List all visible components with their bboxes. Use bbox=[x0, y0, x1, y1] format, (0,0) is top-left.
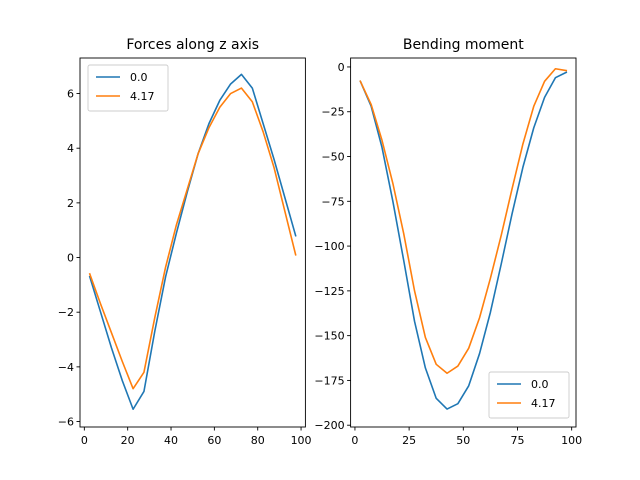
bending-y-tick-label: −125 bbox=[314, 285, 344, 298]
forces-series-line-1 bbox=[88, 87, 297, 390]
bending-x-tick-label: 25 bbox=[402, 434, 416, 447]
forces-panel: Forces along z axis 0 20 40 60 80 100 −6 −4 −2 0 2… bbox=[58, 37, 312, 447]
forces-y-tick-label: 2 bbox=[67, 197, 74, 210]
forces-x-tick-label: 20 bbox=[121, 434, 135, 447]
bending-legend-label: 0.0 bbox=[531, 378, 549, 391]
forces-legend-frame bbox=[87, 64, 169, 112]
forces-y-tick-label: 4 bbox=[67, 142, 74, 155]
forces-legend: 0.0 4.17 bbox=[87, 64, 169, 112]
bending-x-tick-label: 0 bbox=[351, 434, 358, 447]
bending-x-tick-label: 75 bbox=[510, 434, 524, 447]
bending-series-line-1 bbox=[359, 67, 568, 375]
bending-legend-frame bbox=[488, 371, 570, 419]
bending-y-tick-label: −50 bbox=[321, 151, 344, 164]
bending-y-tick-label: −200 bbox=[314, 419, 344, 432]
forces-x-tick-label: 0 bbox=[81, 434, 88, 447]
forces-y-tick-label: −6 bbox=[58, 416, 74, 429]
forces-y-tick-label: −4 bbox=[58, 361, 74, 374]
bending-y-tick-label: −75 bbox=[321, 195, 344, 208]
forces-axes-frame bbox=[79, 57, 306, 428]
forces-legend-label: 4.17 bbox=[130, 90, 155, 103]
bending-series-line-0 bbox=[359, 71, 568, 410]
bending-panel: Bending moment 0 25 50 75 100 0 −25 −50 −75 −100 −… bbox=[314, 37, 582, 447]
bending-legend-label: 4.17 bbox=[531, 397, 556, 410]
bending-y-tick-label: −175 bbox=[314, 374, 344, 387]
bending-y-tick-label: 0 bbox=[338, 61, 345, 74]
forces-x-tick-label: 80 bbox=[251, 434, 265, 447]
bending-y-tick-label: −25 bbox=[321, 106, 344, 119]
forces-x-tick-label: 60 bbox=[207, 434, 221, 447]
forces-y-tick-label: 0 bbox=[67, 252, 74, 265]
forces-x-tick-label: 100 bbox=[291, 434, 312, 447]
bending-chart-title: Bending moment bbox=[403, 37, 524, 53]
forces-y-tick-label: −2 bbox=[58, 306, 74, 319]
bending-x-tick-label: 100 bbox=[561, 434, 582, 447]
forces-x-tick-label: 40 bbox=[164, 434, 178, 447]
bending-x-tick-label: 50 bbox=[456, 434, 470, 447]
forces-legend-label: 0.0 bbox=[130, 71, 148, 84]
bending-y-tick-label: −100 bbox=[314, 240, 344, 253]
forces-y-tick-label: 6 bbox=[67, 88, 74, 101]
forces-chart-title: Forces along z axis bbox=[126, 37, 259, 53]
bending-legend: 0.0 4.17 bbox=[488, 371, 570, 419]
bending-y-tick-label: −150 bbox=[314, 330, 344, 343]
